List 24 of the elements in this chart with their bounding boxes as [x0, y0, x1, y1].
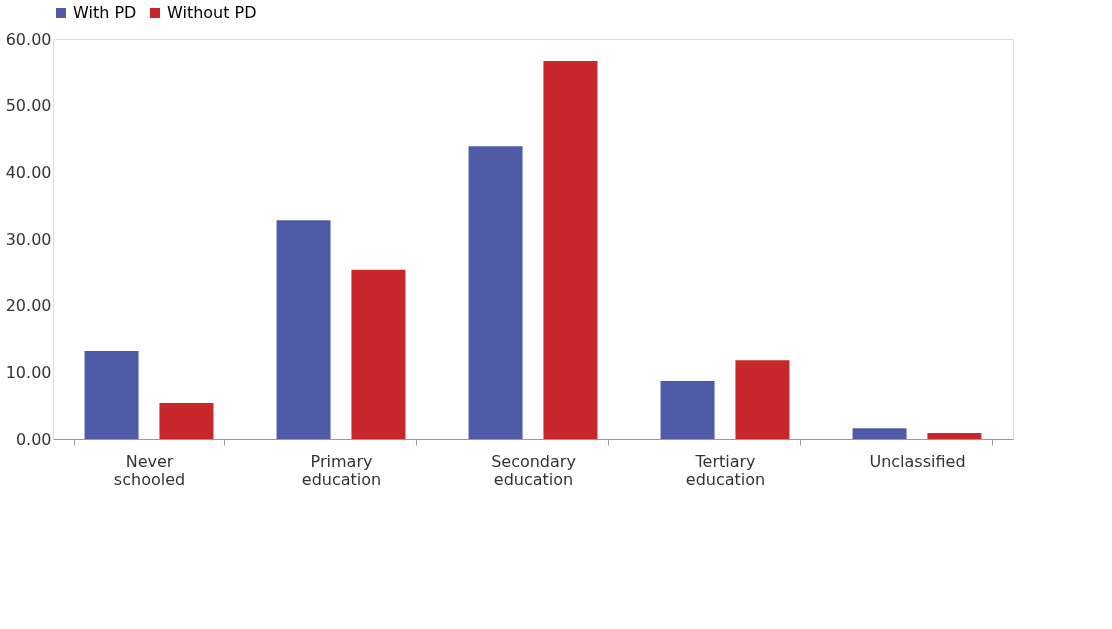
bar [84, 351, 139, 439]
x-tick-label: Never schooled [113, 451, 186, 489]
y-tick-label: 20.00 [5, 296, 52, 316]
y-tick-label: 60.00 [5, 29, 52, 49]
y-tick-label: 50.00 [5, 96, 52, 116]
x-tick-label: Secondary education [491, 451, 576, 489]
bar [351, 269, 406, 439]
bar [468, 146, 523, 439]
x-tick-label: Primary education [301, 451, 382, 489]
bar [852, 428, 907, 439]
bar [927, 433, 982, 439]
bar [660, 381, 715, 439]
bar [735, 360, 790, 439]
y-tick-label: 10.00 [5, 362, 52, 382]
legend-label: Without PD [167, 3, 257, 22]
y-tick-label: 40.00 [5, 162, 52, 182]
x-tick-label: Unclassified [869, 451, 966, 471]
x-tick-label: Tertiary education [685, 451, 766, 489]
bar [159, 403, 214, 439]
y-tick-label: 0.00 [15, 429, 52, 449]
bar [543, 61, 598, 439]
bar [276, 220, 331, 439]
legend-label: With PD [73, 3, 137, 22]
y-tick-label: 30.00 [5, 229, 52, 249]
